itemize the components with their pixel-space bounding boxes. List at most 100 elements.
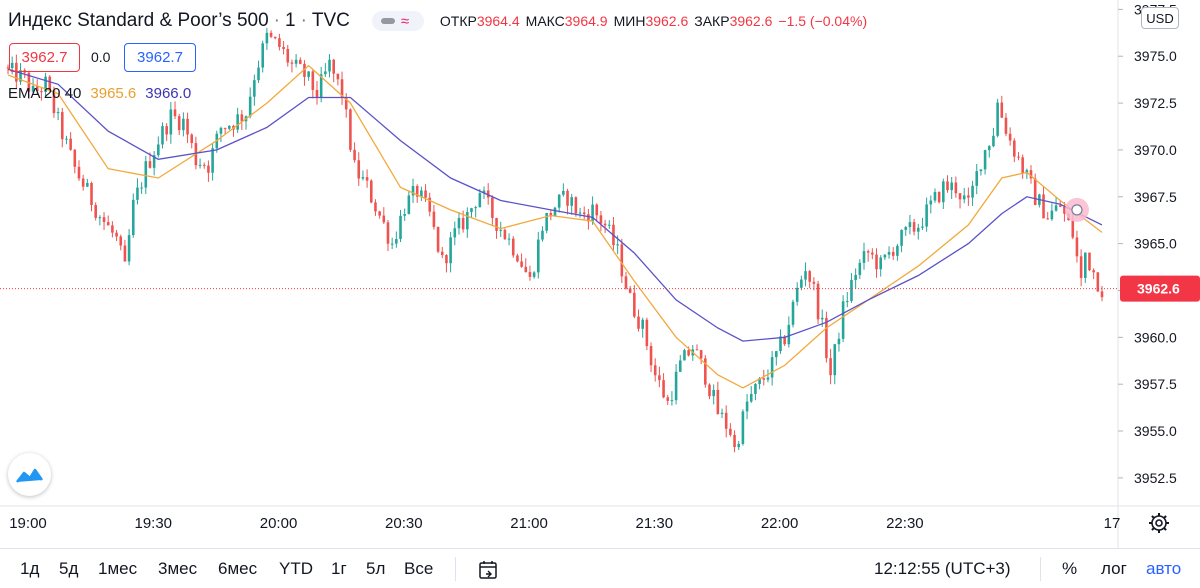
candle-body	[6, 67, 10, 69]
candle-body	[111, 225, 114, 233]
time-tick-label: 19:30	[134, 515, 172, 532]
candle-body	[1079, 256, 1083, 278]
auto-scale-button[interactable]: авто	[1146, 559, 1182, 578]
candle-body	[942, 181, 945, 203]
symbol-legend[interactable]: Индекс Standard & Poor’s 500 · 1 · TVC ≈…	[8, 8, 873, 34]
ema-legend[interactable]: EMA 20 40 3965.6 3966.0	[8, 85, 191, 102]
log-scale-button[interactable]: лог	[1101, 559, 1127, 578]
candle-body	[599, 215, 603, 224]
candle-body	[365, 177, 369, 181]
price-tick-label: 3965.0	[1134, 236, 1177, 252]
close-value: 3962.6	[729, 13, 773, 29]
candles	[6, 27, 1104, 453]
candle-body	[1017, 156, 1020, 158]
candle-body	[791, 301, 795, 325]
price-axis[interactable]: 3952.53955.03957.53960.03962.53965.03967…	[1118, 1, 1200, 486]
candle-body	[315, 89, 319, 98]
candle-body	[871, 252, 874, 255]
candle-body	[775, 351, 778, 358]
candle-body	[482, 190, 486, 194]
range-6m-button[interactable]: 6мес	[218, 559, 258, 578]
sell-price-button[interactable]: 3962.7	[9, 43, 80, 72]
candle-body	[69, 138, 72, 150]
range-1m-button[interactable]: 1мес	[98, 559, 138, 578]
candle-body	[683, 350, 686, 361]
range-ytd-button[interactable]: YTD	[279, 559, 313, 578]
spread-value: 0.0	[91, 49, 111, 65]
candle-body	[449, 237, 452, 264]
candle-body	[979, 169, 983, 172]
candle-body	[186, 118, 189, 135]
candle-body	[144, 161, 148, 188]
candle-body	[56, 112, 60, 114]
candle-body	[595, 204, 599, 216]
candle-body	[733, 434, 736, 448]
range-5y-button[interactable]: 5л	[366, 559, 386, 578]
candle-body	[35, 86, 39, 92]
buy-price-button[interactable]: 3962.7	[124, 43, 196, 72]
interval-label[interactable]: 1	[284, 10, 296, 31]
candle-body	[908, 222, 912, 228]
candle-body	[353, 149, 356, 161]
price-chart[interactable]: 3952.53955.03957.53960.03962.53965.03967…	[0, 0, 1200, 548]
range-all-button[interactable]: Все	[404, 559, 434, 578]
candle-body	[1092, 270, 1095, 273]
candle-body	[553, 207, 557, 217]
candle-body	[1096, 272, 1100, 292]
candle-body	[415, 186, 419, 197]
candle-body	[833, 344, 837, 376]
candle-body	[566, 190, 569, 206]
candle-body	[65, 138, 68, 140]
price-tick-label: 3975.0	[1134, 48, 1177, 64]
candle-body	[929, 200, 933, 205]
range-3m-button[interactable]: 3мес	[158, 559, 198, 578]
range-5d-button[interactable]: 5д	[59, 559, 79, 578]
candle-body	[845, 301, 849, 303]
candle-body	[207, 165, 210, 173]
time-axis[interactable]: 19:00 19:30 20:00 20:30 21:00 21:30 22:00 22:30…	[9, 515, 1120, 532]
calendar-icon[interactable]	[477, 558, 501, 582]
candle-body	[503, 229, 507, 240]
candle-body	[106, 222, 110, 226]
clock-timezone[interactable]: 12:12:55 (UTC+3)	[874, 559, 1011, 578]
exchange-label: TVC	[311, 10, 350, 31]
time-tick-label: 19:00	[9, 515, 47, 532]
range-1d-button[interactable]: 1д	[20, 559, 40, 578]
candle-body	[804, 271, 807, 280]
candle-body	[666, 397, 670, 401]
percent-scale-button[interactable]: %	[1062, 559, 1078, 578]
candle-body	[1033, 178, 1037, 205]
candle-body	[983, 150, 987, 170]
candle-body	[495, 217, 498, 231]
candle-body	[94, 205, 97, 218]
high-label: МАКС	[525, 13, 565, 29]
candle-body	[762, 378, 766, 380]
tradingview-logo-icon[interactable]	[8, 453, 51, 496]
candle-body	[524, 266, 528, 273]
currency-button[interactable]: USD	[1141, 7, 1179, 29]
candle-body	[1013, 140, 1016, 157]
gear-icon[interactable]	[1148, 512, 1170, 534]
candle-body	[157, 144, 160, 156]
candle-body	[653, 365, 657, 376]
ema-label[interactable]: EMA 20 40	[8, 85, 82, 102]
candle-body	[937, 191, 941, 203]
candle-body	[862, 251, 866, 263]
symbol-title[interactable]: Индекс Standard & Poor’s 500	[8, 10, 269, 31]
candle-body	[319, 74, 323, 98]
range-1y-button[interactable]: 1г	[331, 559, 347, 578]
candle-body	[386, 222, 390, 244]
candle-body	[223, 127, 227, 129]
candle-body	[211, 148, 214, 173]
candle-body	[695, 349, 699, 351]
candle-body	[73, 149, 77, 167]
candle-body	[975, 171, 979, 186]
candle-body	[1054, 205, 1058, 211]
visibility-toggle[interactable]: ≈	[371, 11, 424, 31]
candle-body	[340, 79, 344, 99]
time-tick-label: 20:00	[260, 515, 298, 532]
candle-body	[77, 166, 81, 179]
candle-body	[1088, 252, 1091, 271]
ema-lines	[0, 64, 1118, 389]
candle-body	[875, 254, 878, 270]
